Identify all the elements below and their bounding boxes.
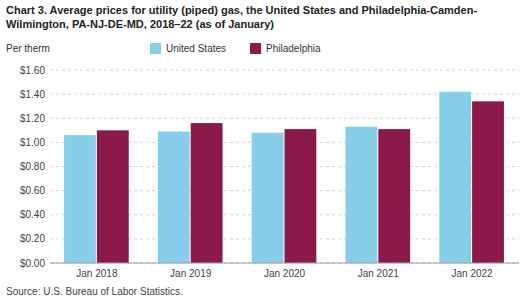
bar [191,123,223,263]
y-axis-label: Per therm [6,43,50,54]
x-axis-line [50,263,519,264]
legend-label: Philadelphia [266,43,321,54]
x-tick-label: Jan 2020 [264,268,306,279]
bars [64,92,504,263]
bar [97,130,129,263]
bar [285,129,317,263]
y-tick-label: $1.40 [20,89,45,100]
subtitle: Wilmington, PA-NJ-DE-MD, 2018–22 (as of … [6,18,274,30]
legend-label: United States [166,43,226,54]
y-tick-label: $0.80 [20,161,45,172]
x-tick-label: Jan 2018 [76,268,118,279]
legend-swatch [250,43,261,54]
source: Source: U.S. Bureau of Labor Statistics. [6,286,183,297]
chart: Chart 3. Average prices for utility (pip… [0,0,529,301]
x-tick-label: Jan 2022 [452,268,494,279]
title: Chart 3. Average prices for utility (pip… [6,4,477,16]
bar [64,135,96,263]
bar [472,101,504,263]
y-tick-label: $0.40 [20,209,45,220]
grid-line [50,263,519,264]
bar [345,127,377,263]
y-tick-label: $0.00 [20,258,45,269]
y-tick-label: $1.00 [20,137,45,148]
grid-line [50,70,519,71]
y-tick-label: $0.20 [20,233,45,244]
legend-item: United States [150,43,226,54]
bar [252,133,284,263]
y-tick-label: $1.60 [20,65,45,76]
bar [378,129,410,263]
legend-item: Philadelphia [250,43,321,54]
x-tick-label: Jan 2021 [358,268,400,279]
y-tick-label: $0.60 [20,185,45,196]
legend-swatch [150,43,161,54]
bar [158,132,190,263]
y-tick-label: $1.20 [20,113,45,124]
bar [439,92,471,263]
x-tick-label: Jan 2019 [170,268,212,279]
